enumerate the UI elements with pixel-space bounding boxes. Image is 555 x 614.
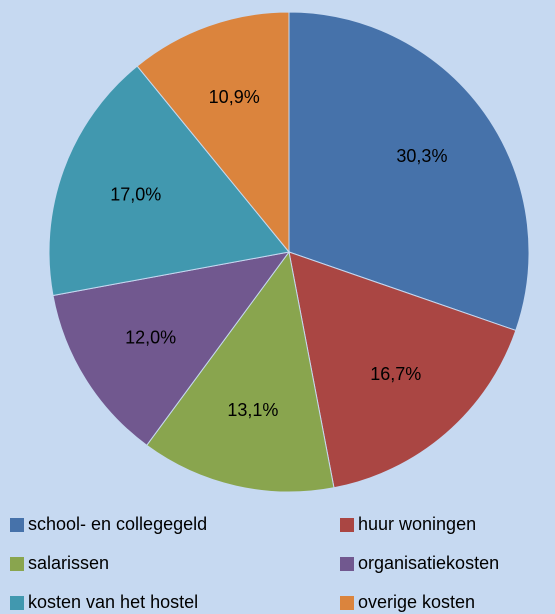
pie-slice	[48, 65, 290, 297]
legend-label: overige kosten	[358, 592, 475, 612]
legend-label: organisatiekosten	[358, 553, 499, 573]
data-label: 17,0%	[110, 185, 161, 205]
pie-slice	[288, 251, 517, 489]
data-label: 16,7%	[370, 364, 421, 384]
legend-label: kosten van het hostel	[28, 592, 198, 612]
pie-slice	[136, 11, 290, 254]
pie-slice	[146, 250, 335, 493]
legend-swatch	[10, 557, 24, 571]
legend-label: salarissen	[28, 553, 109, 573]
legend-label: huur woningen	[358, 514, 476, 534]
legend-swatch	[10, 596, 24, 610]
data-label: 10,9%	[209, 87, 260, 107]
data-label: 13,1%	[227, 400, 278, 420]
legend-swatch	[340, 596, 354, 610]
legend-swatch	[340, 518, 354, 532]
pie-slice	[52, 251, 291, 446]
legend-label: school- en collegegeld	[28, 514, 207, 534]
data-label: 30,3%	[396, 146, 447, 166]
legend-swatch	[10, 518, 24, 532]
legend-swatch	[340, 557, 354, 571]
pie-slice	[288, 11, 530, 332]
data-label: 12,0%	[125, 327, 176, 347]
